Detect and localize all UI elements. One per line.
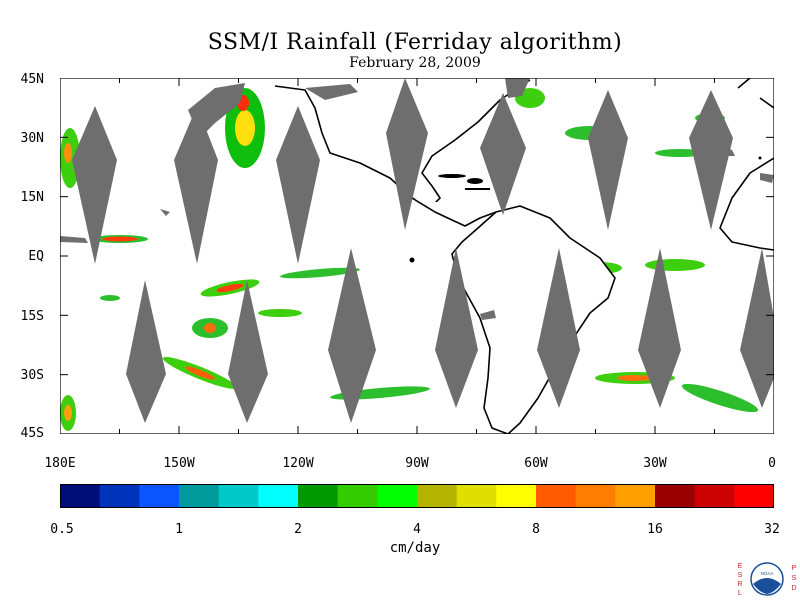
svg-text:L: L [738, 590, 742, 597]
rainfall-map [60, 78, 774, 434]
colorbar-segment [218, 484, 259, 508]
colorbar-segment [655, 484, 696, 508]
colorbar-segment [337, 484, 378, 508]
colorbar-unit-label: cm/day [389, 540, 441, 556]
colorbar-segment [99, 484, 140, 508]
swath-gap-south-2 [228, 280, 268, 423]
svg-text:P: P [792, 565, 797, 572]
colorbar-segment [496, 484, 537, 508]
colorbar-tick-label: 32 [764, 522, 780, 537]
swath-gap-south-3 [328, 248, 376, 423]
swath-gaps [72, 78, 774, 423]
colorbar-segment [179, 484, 220, 508]
colorbar-segment [258, 484, 299, 508]
svg-text:S: S [792, 575, 797, 582]
svg-text:D: D [791, 585, 796, 592]
swath-gap-north-7 [689, 90, 733, 230]
svg-text:R: R [737, 581, 742, 588]
colorbar-segment [694, 484, 735, 508]
colorbar-segment [734, 484, 774, 508]
colorbar-segment [298, 484, 339, 508]
swath-gap-north-6 [588, 90, 628, 230]
africa-coast [719, 157, 774, 251]
lon-label: 120W [282, 456, 314, 471]
esrl-psd-noaa-logo: E S R L P S D NOAA [737, 562, 797, 597]
colorbar [60, 484, 774, 508]
colorbar-segment [139, 484, 180, 508]
lon-label: 0 [768, 456, 776, 471]
colorbar-tick-label: 1 [175, 522, 183, 537]
swath-gap-north-3 [276, 106, 320, 264]
map-ticks [60, 78, 774, 434]
colorbar-tick-label: 8 [532, 522, 540, 537]
central-america-coast [411, 197, 497, 227]
lat-label: 30N [20, 131, 44, 146]
colorbar-segment [60, 484, 101, 508]
lat-label: 45S [20, 426, 44, 441]
lat-label: 15N [20, 190, 44, 205]
chart-date: February 28, 2009 [349, 55, 481, 71]
swath-gap-north-4 [386, 78, 428, 230]
chart-title: SSM/I Rainfall (Ferriday algorithm) [207, 30, 623, 55]
lon-label: 150W [163, 456, 195, 471]
svg-text:NOAA: NOAA [761, 571, 774, 576]
swath-gap-south-6 [638, 248, 681, 408]
colorbar-tick-label: 0.5 [50, 522, 74, 537]
colorbar-segment [615, 484, 656, 508]
colorbar-border [60, 484, 774, 508]
svg-text:S: S [738, 572, 743, 579]
swath-gap-north-5 [480, 93, 526, 215]
colorbar-tick-label: 2 [294, 522, 302, 537]
lon-label: 180E [44, 456, 76, 471]
colorbar-segment [417, 484, 458, 508]
colorbar-segment [456, 484, 497, 508]
colorbar-segment [377, 484, 418, 508]
lat-label: 45N [20, 72, 44, 87]
colorbar-tick-label: 16 [647, 522, 663, 537]
swath-gap-north-2 [174, 106, 218, 264]
lat-label: 30S [20, 368, 44, 383]
svg-text:E: E [738, 563, 743, 570]
lon-label: 60W [524, 456, 548, 471]
swath-gap-north-1 [72, 106, 117, 264]
europe-coast [737, 78, 774, 109]
lon-label: 90W [405, 456, 429, 471]
lon-label: 30W [643, 456, 667, 471]
colorbar-tick-label: 4 [413, 522, 421, 537]
swath-gap-south-1 [126, 280, 166, 423]
swath-gap-south-7 [740, 248, 774, 408]
colorbar-segment [536, 484, 577, 508]
lat-label: 15S [20, 309, 44, 324]
swath-gap-south-5 [537, 248, 580, 408]
colorbar-segment [575, 484, 616, 508]
lat-label: EQ [28, 249, 44, 264]
swath-gap-south-4 [435, 248, 478, 408]
